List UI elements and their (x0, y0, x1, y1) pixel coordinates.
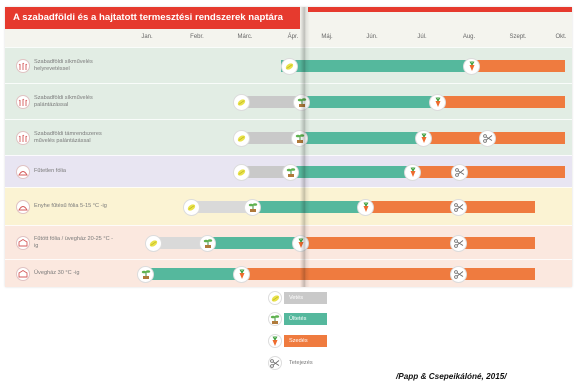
legend-item: Ültetés (268, 312, 327, 326)
tomato-icon (404, 163, 421, 181)
tomato-icon (463, 57, 480, 75)
legend-item: Szedés (268, 334, 327, 348)
legend-label: Szedés (284, 335, 327, 347)
calendar-row: Fűtött fólia / üvegház 20-25 °C -ig (5, 225, 572, 259)
period-bar-teal (250, 201, 365, 213)
period-bar-orange (412, 166, 565, 178)
tomato-icon (357, 198, 374, 216)
seedling-icon (291, 129, 308, 147)
row-label: Fűtött fólia / üvegház 20-25 °C -ig (34, 236, 114, 249)
calendar-row: Üvegház 30 °C -ig (5, 259, 572, 287)
title-bar-right (308, 7, 572, 12)
row-label: Enyhe fűtésű fólia 5-15 °C -ig (34, 203, 107, 210)
seed-icon (281, 57, 298, 75)
legend-label: Ültetés (284, 313, 327, 325)
row-label: Üvegház 30 °C -ig (34, 270, 80, 277)
seed-icon (268, 291, 282, 305)
month-label: Ápr. (287, 34, 299, 40)
calendar-row: Fűtetlen fólia (5, 155, 572, 187)
greenhouse-icon (16, 235, 30, 250)
seed-icon (233, 129, 250, 147)
scissors-icon (479, 129, 496, 147)
calendar-row: Enyhe fűtésű fólia 5-15 °C -ig (5, 187, 572, 225)
month-label: Máj. (321, 34, 333, 40)
period-bar-teal (288, 166, 412, 178)
tunnel-icon (16, 164, 30, 179)
period-bar-lightgrey (150, 237, 207, 249)
legend-item: Tetejezés (268, 356, 327, 370)
greenhouse-icon (16, 266, 30, 281)
month-label: Szept. (509, 34, 527, 40)
period-bar-orange (300, 237, 535, 249)
legend-item: Vetés (268, 291, 327, 305)
month-label: Aug. (462, 34, 476, 40)
seedling-icon (199, 234, 216, 252)
row-label: Fűtetlen fólia (34, 168, 67, 175)
period-bar-orange (240, 268, 535, 280)
period-bar-teal (300, 96, 435, 108)
row-label: Szabadföldi síkművelés palántázással (34, 95, 93, 108)
month-label: Jún. (366, 34, 378, 40)
page-title: A szabadföldi és a hajtatott termesztési… (5, 7, 300, 29)
scissors-icon (450, 265, 467, 283)
plant-rows-icon (16, 58, 30, 73)
legend-label: Tetejezés (284, 357, 327, 369)
period-bar-teal (311, 60, 471, 72)
month-label: Okt. (555, 34, 567, 40)
tomato-icon (233, 265, 250, 283)
period-bar-grey (238, 96, 300, 108)
period-bar-orange (471, 60, 565, 72)
seedling-icon (244, 198, 261, 216)
source-citation: /Papp & Csepeikálóné, 2015/ (396, 372, 507, 381)
row-label: Szabadföldi támrendszeres művelés palánt… (34, 131, 102, 144)
tomato-icon (292, 234, 309, 252)
calendar-spread: A szabadföldi és a hajtatott termesztési… (5, 7, 572, 287)
period-bar-teal (300, 132, 423, 144)
period-bar-teal (207, 237, 300, 249)
calendar-row: Szabadföldi síkművelés helyrevetéssel (5, 47, 572, 83)
calendar-row: Szabadföldi síkművelés palántázással (5, 83, 572, 119)
period-bar-lightgrey (188, 201, 250, 213)
tomato-icon (268, 334, 282, 348)
seedling-icon (268, 312, 282, 326)
scissors-icon (450, 234, 467, 252)
seedling-icon (282, 163, 299, 181)
scissors-icon (451, 163, 468, 181)
seedling-icon (137, 265, 154, 283)
calendar-row: Szabadföldi támrendszeres művelés palánt… (5, 119, 572, 155)
period-bar-orange (435, 96, 565, 108)
tomato-icon (429, 93, 446, 111)
tunnel-icon (16, 199, 30, 214)
seed-icon (145, 234, 162, 252)
seed-icon (233, 163, 250, 181)
period-bar-grey (238, 166, 288, 178)
seedling-icon (293, 93, 310, 111)
plant-rows-icon (16, 94, 30, 109)
legend-label: Vetés (284, 292, 327, 304)
month-label: Márc. (237, 34, 253, 40)
tomato-icon (415, 129, 432, 147)
month-label: Jan. (141, 34, 153, 40)
row-label: Szabadföldi síkművelés helyrevetéssel (34, 59, 93, 72)
seed-icon (233, 93, 250, 111)
scissors-icon (268, 356, 282, 370)
month-label: Júl. (417, 34, 427, 40)
period-bar-grey (238, 132, 300, 144)
plant-rows-icon (16, 130, 30, 145)
seed-icon (183, 198, 200, 216)
period-bar-teal (145, 268, 240, 280)
book-crease (300, 7, 310, 287)
scissors-icon (450, 198, 467, 216)
month-label: Febr. (190, 34, 204, 40)
